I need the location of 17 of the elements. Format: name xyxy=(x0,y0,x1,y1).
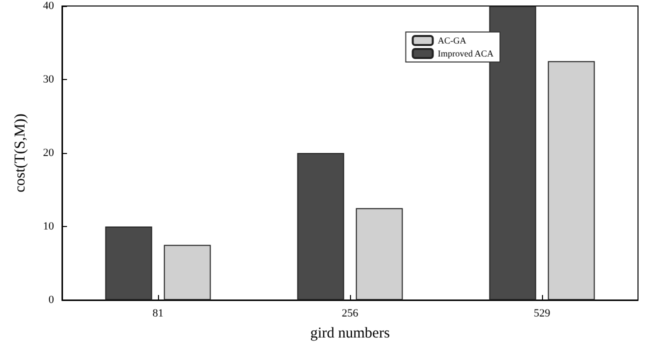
bar xyxy=(105,226,152,300)
bar xyxy=(164,244,211,300)
y-tick-label: 0 xyxy=(48,294,54,306)
bar xyxy=(548,61,595,300)
bar xyxy=(356,208,403,300)
y-tick-label: 40 xyxy=(43,0,54,12)
y-tick-label: 20 xyxy=(43,147,54,159)
legend-label: Improved ACA xyxy=(438,48,494,58)
y-tick-label: 10 xyxy=(43,220,54,232)
y-axis-title: cost(T(S,M)) xyxy=(12,114,28,192)
x-tick-label: 256 xyxy=(342,308,359,320)
x-tick-label: 81 xyxy=(152,308,164,320)
x-axis-title: gird numbers xyxy=(310,326,390,342)
bar xyxy=(297,153,344,300)
legend-label: AC-GA xyxy=(438,36,467,46)
y-tick-label: 30 xyxy=(43,74,54,86)
x-tick-label: 529 xyxy=(534,308,551,320)
